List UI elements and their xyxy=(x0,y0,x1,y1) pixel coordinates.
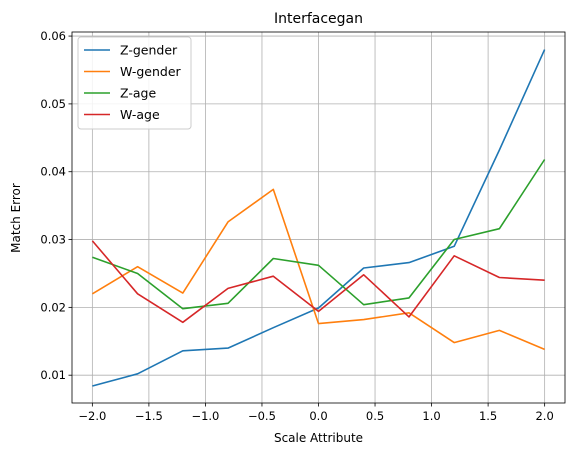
x-tick-label: 2.0 xyxy=(535,409,553,423)
series-line-z-age xyxy=(92,159,546,310)
x-tick-label: −1.5 xyxy=(135,409,163,423)
y-tick-label: 0.02 xyxy=(40,300,66,314)
legend-label-z-age: Z-age xyxy=(120,86,156,101)
series-lines xyxy=(91,49,546,387)
y-tick-label: 0.04 xyxy=(40,165,66,179)
x-tick-label: −1.0 xyxy=(191,409,219,423)
x-axis-label: Scale Attribute xyxy=(274,431,363,445)
x-tick-label: 1.5 xyxy=(479,409,497,423)
series-line-w-gender xyxy=(91,188,545,351)
legend-label-w-gender: W-gender xyxy=(120,64,182,79)
x-tick-label: −2.0 xyxy=(78,409,106,423)
y-tick-label: 0.06 xyxy=(40,29,66,43)
x-tick-label: 0.0 xyxy=(309,409,327,423)
x-axis-ticks: −2.0 −1.5 −1.0 −0.5 0.0 0.5 1.0 1.5 2.0 xyxy=(78,403,554,423)
legend-box xyxy=(77,36,192,130)
grid-lines xyxy=(72,32,565,403)
y-tick-label: 0.03 xyxy=(40,233,66,247)
legend-label-z-gender: Z-gender xyxy=(120,43,178,58)
series-line-z-gender xyxy=(92,49,546,387)
chart-title: Interfacegan xyxy=(274,11,363,27)
y-axis-label: Match Error xyxy=(9,183,23,253)
y-tick-label: 0.05 xyxy=(40,97,66,111)
legend: Z-gender W-gender Z-age W-age xyxy=(77,36,192,130)
y-axis-ticks: 0.01 0.02 0.03 0.04 0.05 0.06 xyxy=(40,29,72,382)
x-tick-label: −0.5 xyxy=(248,409,276,423)
x-tick-label: 0.5 xyxy=(366,409,384,423)
x-tick-label: 1.0 xyxy=(422,409,440,423)
legend-label-w-age: W-age xyxy=(120,107,160,122)
series-line-w-age xyxy=(91,240,545,324)
y-tick-label: 0.01 xyxy=(40,368,66,382)
